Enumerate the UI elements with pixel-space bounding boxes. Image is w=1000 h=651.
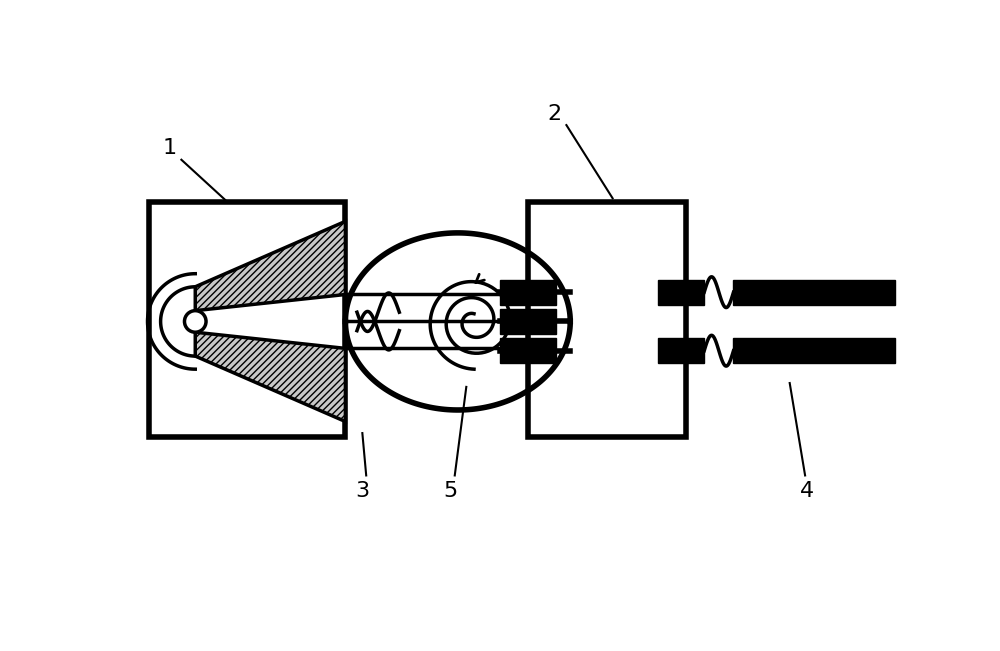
Bar (658, 339, 704, 363)
Bar (500, 280, 556, 305)
Bar (500, 339, 556, 363)
Bar (733, 280, 895, 305)
Text: 4: 4 (800, 481, 814, 501)
Circle shape (184, 311, 206, 332)
Text: 2: 2 (548, 104, 562, 124)
Text: 1: 1 (163, 138, 177, 158)
Bar (149, 202, 345, 437)
Polygon shape (195, 332, 345, 422)
Bar (528, 202, 686, 437)
Polygon shape (195, 221, 345, 311)
Text: 5: 5 (444, 481, 458, 501)
Bar (500, 309, 556, 334)
Bar (658, 280, 704, 305)
Text: 3: 3 (355, 481, 369, 501)
Bar (733, 339, 895, 363)
